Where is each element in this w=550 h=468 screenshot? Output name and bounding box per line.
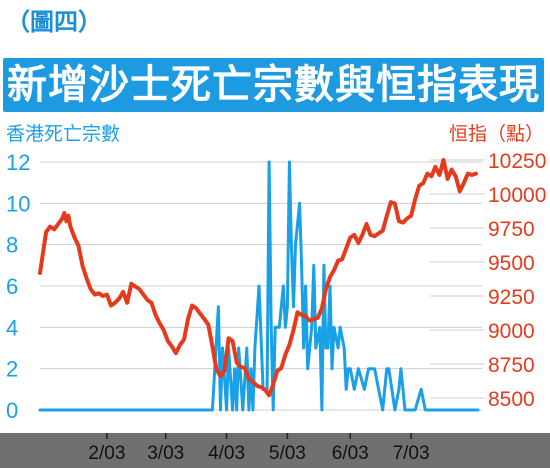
right-tick-label: 9750 [488,218,535,241]
right-axis-ticks: 8500 8750 9000 9250 9500 9750 10000 10250 [488,150,546,411]
right-tick-label: 8750 [488,354,535,377]
left-axis-ticks: 0 2 4 6 8 10 12 [6,150,30,423]
x-tick-label: 7/03 [393,443,430,464]
deaths-series-line [38,160,480,412]
x-tick-label: 5/03 [269,443,306,464]
left-axis-label: 香港死亡宗數 [6,123,120,145]
hsi-series-line [38,158,478,398]
left-tick-label: 0 [6,398,18,423]
right-tick-label: 10000 [488,184,546,207]
right-axis-label: 恒指（點） [449,123,544,145]
x-axis-band [0,433,550,468]
right-tick-label: 9250 [488,286,535,309]
left-tick-label: 4 [6,315,18,340]
left-tick-label: 10 [6,191,30,216]
chart-title: 新增沙士死亡宗數與恒指表現 [7,62,540,108]
title-banner: 新增沙士死亡宗數與恒指表現 [3,58,544,112]
x-tick-label: 4/03 [208,443,245,464]
x-tick-label: 6/03 [332,443,369,464]
right-tick-label: 9500 [488,252,535,275]
x-tick-label: 3/03 [147,443,184,464]
left-tick-label: 8 [6,233,18,258]
series-layer [38,158,480,412]
left-tick-label: 2 [6,357,18,382]
right-tick-label: 9000 [488,320,535,343]
x-tick-label: 2/03 [88,443,125,464]
x-axis-ticks: 2/03 3/03 4/03 5/03 6/03 7/03 [88,433,430,464]
right-tick-label: 10250 [488,150,546,173]
left-tick-label: 6 [6,274,18,299]
left-tick-label: 12 [6,150,30,175]
right-tick-label: 8500 [488,388,535,411]
figure-label: （圖四） [6,8,102,36]
